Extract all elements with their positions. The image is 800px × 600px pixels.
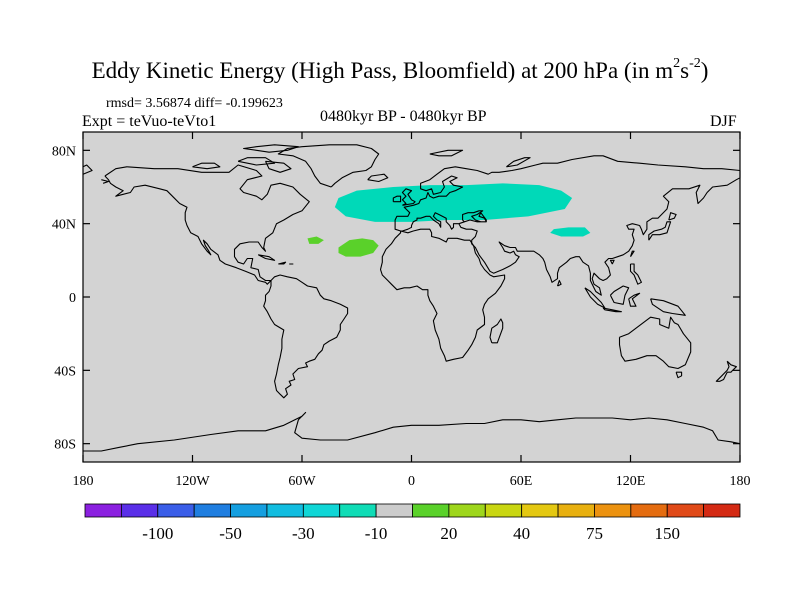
axis-ticks: 180 120W 60W 0 60E 120E 180 80N 40N 0 40S 80S [52,132,751,489]
season-label: DJF [710,113,737,130]
coastline-12 [629,250,635,258]
coastline-9 [367,173,389,183]
coastline-1 [104,164,310,285]
x-tick-label: 0 [408,474,415,489]
coastline-22 [675,371,683,379]
colorbar-label: -30 [292,524,315,543]
x-tick-label: 120W [175,474,210,489]
coastline-28 [237,157,276,166]
coastline-34 [278,261,287,265]
colorbar-swatch [266,503,304,518]
coastline-21 [618,316,692,370]
coastline-4 [394,155,741,296]
colorbar-swatch [230,503,268,518]
coastlines [82,144,741,452]
colorbar-swatch [703,503,741,518]
coastline-23 [715,360,737,382]
coastline-11 [668,212,677,221]
colorbar-swatch [557,503,595,518]
anomaly-region-1 [334,183,573,222]
x-tick-label: 180 [730,474,751,489]
coastline-31 [429,149,464,157]
colorbar-label: -50 [219,524,242,543]
colorbar-swatch [120,503,159,518]
coastline-18 [628,292,641,307]
coastline-13 [609,259,615,265]
coastline-6 [489,318,504,344]
period-label: 0480kyr BP - 0480kyr BP [320,108,487,125]
y-tick-label: 40S [54,364,76,379]
colorbar-swatch [484,503,523,518]
colorbar-label: 20 [440,524,457,543]
colorbar-swatch [448,503,486,518]
x-tick-label: 120E [616,474,646,489]
coastline-5 [379,228,506,362]
experiment-label: Expt = teVuo-teVto1 [82,113,217,130]
coastline-16 [602,307,622,313]
coastline-17 [609,285,630,305]
coastline-7 [401,188,416,206]
colorbar-label: 75 [586,524,603,543]
coastline-8 [392,195,402,203]
colorbar-swatch [84,503,122,518]
y-tick-label: 80S [54,438,76,453]
colorbar-swatch [666,503,705,518]
coastline-27 [243,144,299,153]
coastline-25 [82,164,93,175]
colorbar-label: -10 [365,524,388,543]
coastline-14 [556,279,562,287]
x-tick-label: 60W [288,474,316,489]
coastline-19 [650,298,686,316]
colorbar-label: -100 [142,524,173,543]
rmsd-diff-stats: rmsd= 3.56874 diff= -0.199623 [106,96,283,111]
y-tick-label: 80N [52,144,76,159]
colorbar-swatch [339,503,377,518]
colorbar-swatch [412,503,450,518]
y-tick-label: 0 [69,291,76,306]
coastline-2 [263,274,349,399]
colorbar-swatch [630,503,668,518]
anomaly-region-2 [550,227,591,237]
colorbar-swatch [594,503,632,518]
colorbar-label: 150 [654,524,680,543]
coastline-26 [101,179,110,184]
coastline-33 [257,254,276,261]
map-title: Eddy Kinetic Energy (High Pass, Bloomfie… [91,56,709,83]
coastline-24 [83,411,741,452]
x-tick-label: 180 [73,474,94,489]
colorbar-label: 40 [513,524,530,543]
coastline-30 [265,160,292,173]
anomaly-regions [307,183,591,257]
anomaly-region-3 [338,238,379,257]
colorbar-swatch [521,503,559,518]
colorbar-swatch [157,503,195,518]
map-background [83,132,740,462]
coastline-3 [277,144,380,188]
anomaly-region-4 [307,236,324,244]
coastline-20 [629,263,642,285]
colorbar-swatch [375,503,413,518]
colorbar-swatch [193,503,231,518]
x-tick-label: 60E [510,474,533,489]
coastline-29 [192,162,221,170]
colorbar-swatch [302,503,341,518]
coastline-32 [506,157,531,168]
coastline-10 [648,221,672,241]
colorbar: -100 -50 -30 -10 20 40 75 150 [84,503,741,543]
y-tick-label: 40N [52,218,76,233]
